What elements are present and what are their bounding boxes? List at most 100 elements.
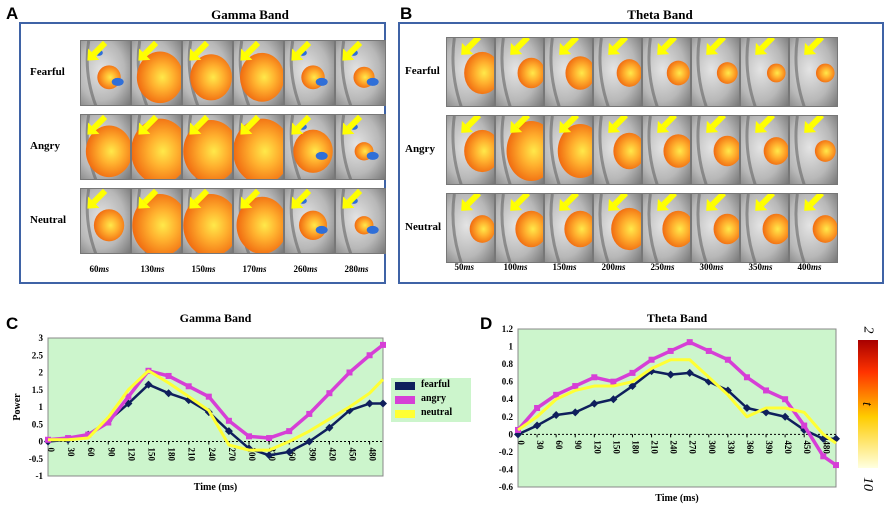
- data-point-fearful: [285, 447, 294, 456]
- data-point-fearful: [325, 423, 334, 432]
- legend-swatch-fearful: [395, 382, 415, 390]
- legend: fearful angry neutral: [391, 378, 471, 422]
- x-tick-label: 330: [726, 440, 736, 454]
- data-point-angry: [85, 431, 92, 438]
- legend-label-neutral: neutral: [421, 407, 453, 418]
- x-tick-label: 270: [688, 440, 698, 454]
- brain-tile: [131, 114, 182, 180]
- time-label: 130ms: [140, 264, 165, 274]
- data-point-fearful: [305, 437, 314, 446]
- panel-letter-c: C: [6, 314, 19, 333]
- colorbar: [858, 340, 878, 468]
- series-line-angry: [516, 340, 837, 467]
- row-label-angry: Angry: [405, 143, 435, 155]
- row-label-fearful: Fearful: [405, 65, 440, 77]
- brain-tile: [740, 37, 789, 107]
- panel-letter-d: D: [480, 314, 493, 333]
- x-tick-label: 90: [106, 448, 116, 458]
- y-tick-label: 1: [39, 402, 44, 412]
- row-label-angry: Angry: [30, 140, 60, 152]
- brain-tile: [233, 114, 284, 180]
- data-point-angry: [185, 383, 192, 390]
- data-point-fearful: [265, 451, 274, 460]
- y-tick-label: 0: [39, 437, 44, 447]
- data-point-angry: [366, 352, 373, 359]
- data-point-fearful: [781, 412, 790, 421]
- time-label: 300ms: [699, 262, 724, 272]
- brain-tile: [495, 37, 544, 107]
- data-point-fearful: [742, 404, 751, 412]
- brain-tile: [284, 40, 335, 106]
- x-tick-label: 390: [764, 440, 774, 454]
- brain-tile: [335, 188, 386, 254]
- colorbar-top-label: 2: [860, 326, 876, 334]
- x-tick-label: 480: [821, 440, 831, 454]
- panel-letter-b: B: [400, 4, 413, 23]
- brain-tile: [446, 193, 495, 263]
- brain-tile: [446, 37, 495, 107]
- x-tick-label: 180: [167, 448, 177, 462]
- data-point-angry: [724, 356, 731, 363]
- data-point-fearful: [365, 399, 374, 408]
- brain-tile: [131, 188, 182, 254]
- data-point-angry: [833, 462, 839, 469]
- brain-tile: [740, 115, 789, 185]
- brain-tile: [789, 115, 838, 185]
- brain-tile: [233, 188, 284, 254]
- panel-letter-a: A: [6, 4, 19, 23]
- data-point-fearful: [647, 367, 656, 376]
- brain-tile: [544, 193, 593, 263]
- data-point-angry: [743, 374, 750, 381]
- data-point-angry: [591, 374, 598, 381]
- data-point-fearful: [552, 411, 561, 420]
- time-label: 150ms: [191, 264, 216, 274]
- x-tick-label: 240: [669, 440, 679, 454]
- series-line-neutral: [517, 358, 837, 445]
- brain-tile: [691, 193, 740, 263]
- y-tick-label: 1.5: [32, 385, 44, 395]
- y-tick-label: 0.4: [502, 394, 514, 404]
- panel-b-title: Theta Band: [627, 7, 693, 22]
- x-tick-label: 240: [207, 448, 217, 462]
- x-tick-label: 180: [630, 440, 640, 454]
- data-point-fearful: [723, 386, 732, 395]
- data-point-fearful: [571, 408, 580, 417]
- y-tick-label: 0.8: [502, 359, 514, 369]
- data-point-fearful: [609, 395, 618, 404]
- y-tick-label: -0.6: [499, 482, 514, 492]
- x-tick-label: 420: [327, 448, 337, 462]
- data-point-angry: [648, 356, 655, 363]
- data-point-angry: [553, 391, 560, 398]
- brain-tile: [691, 37, 740, 107]
- data-point-fearful: [819, 434, 828, 443]
- x-tick-label: 0: [516, 440, 526, 445]
- brain-tile: [789, 37, 838, 107]
- data-point-angry: [266, 435, 273, 442]
- brain-tile: [642, 37, 691, 107]
- y-tick-label: 0.6: [502, 377, 514, 387]
- data-point-angry: [667, 347, 674, 354]
- data-point-fearful: [685, 368, 694, 377]
- data-point-fearful: [533, 421, 542, 430]
- y-tick-label: 3: [39, 333, 44, 343]
- brain-tile: [495, 115, 544, 185]
- legend-label-fearful: fearful: [421, 379, 450, 390]
- data-point-fearful: [124, 399, 133, 408]
- data-point-angry: [225, 417, 232, 424]
- data-point-angry: [286, 428, 293, 435]
- x-axis-label: Time (ms): [655, 493, 698, 504]
- brain-tile: [642, 115, 691, 185]
- brain-tile: [544, 37, 593, 107]
- x-tick-label: 210: [187, 448, 197, 462]
- panel-a-title: Gamma Band: [211, 7, 289, 22]
- brain-tile: [182, 114, 233, 180]
- data-point-angry: [346, 369, 353, 376]
- brain-tile: [182, 188, 233, 254]
- legend-swatch-neutral: [395, 410, 415, 418]
- x-tick-label: 120: [592, 440, 602, 454]
- x-tick-label: 0: [46, 448, 56, 453]
- data-point-angry: [380, 341, 386, 348]
- y-tick-label: 1: [509, 342, 514, 352]
- data-point-angry: [65, 435, 72, 442]
- data-point-angry: [534, 405, 541, 411]
